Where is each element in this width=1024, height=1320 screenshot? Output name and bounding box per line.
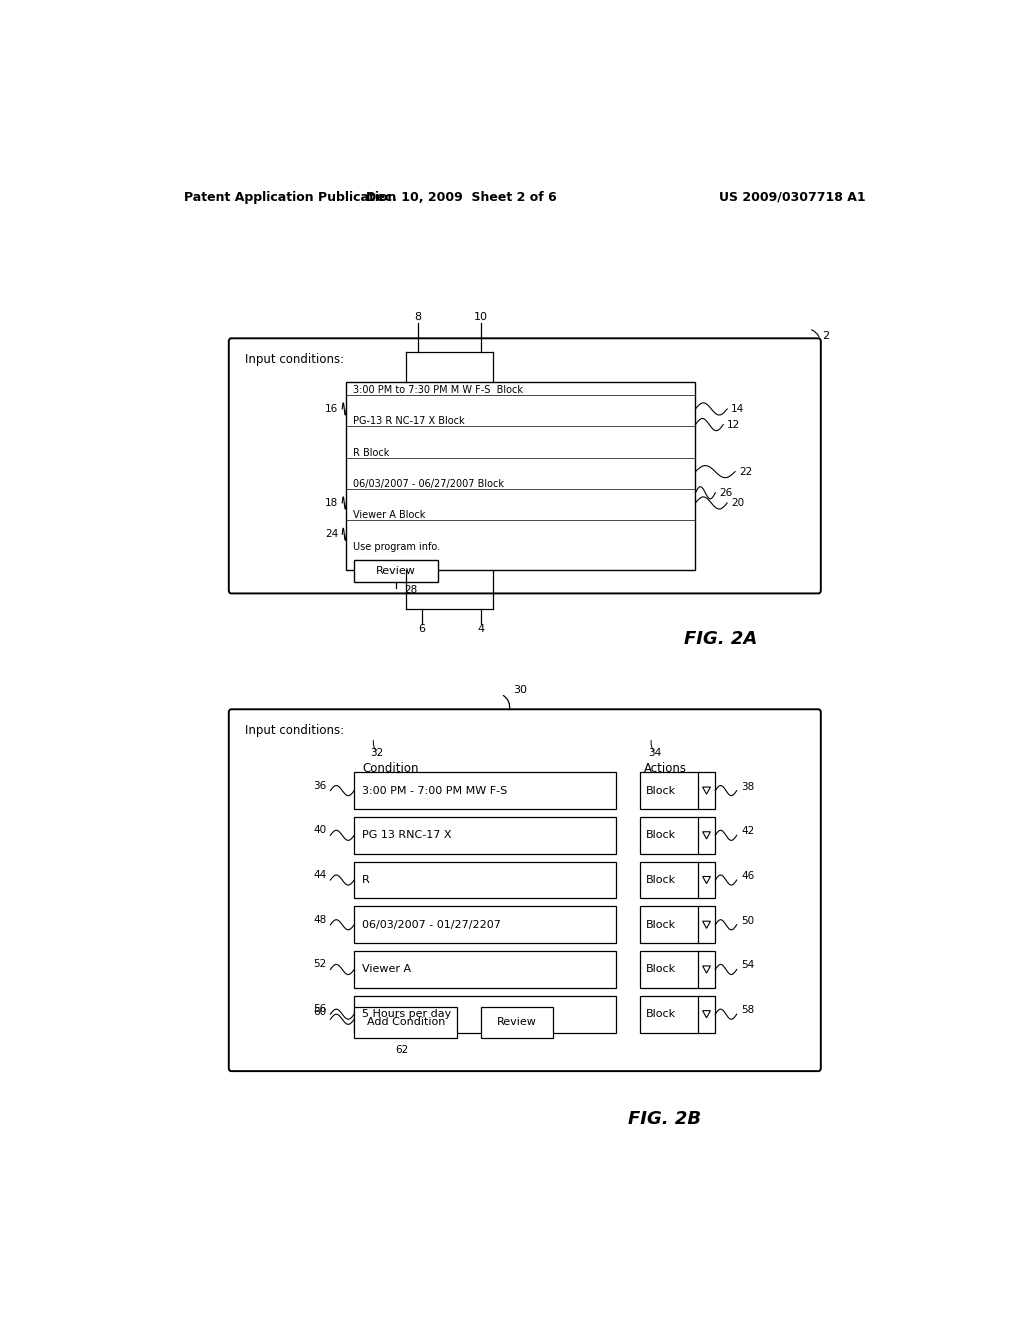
Text: 4: 4	[477, 624, 484, 634]
FancyBboxPatch shape	[228, 709, 821, 1071]
Bar	[354, 1007, 458, 1038]
Text: 10: 10	[474, 312, 488, 322]
Text: 28: 28	[403, 585, 417, 595]
Text: Block: Block	[646, 875, 676, 884]
Text: FIG. 2A: FIG. 2A	[684, 630, 757, 648]
Text: Actions: Actions	[644, 762, 687, 775]
Text: 3:00 PM to 7:30 PM M W F-S  Block: 3:00 PM to 7:30 PM M W F-S Block	[352, 385, 522, 395]
Text: 26: 26	[719, 488, 732, 498]
Text: 06/03/2007 - 06/27/2007 Block: 06/03/2007 - 06/27/2007 Block	[352, 479, 504, 490]
Bar	[640, 907, 715, 942]
Text: 48: 48	[313, 915, 327, 925]
Text: Add Condition: Add Condition	[367, 1018, 445, 1027]
Text: 14: 14	[731, 404, 744, 414]
Text: 16: 16	[325, 404, 338, 414]
Bar	[354, 817, 616, 854]
Text: 32: 32	[370, 748, 383, 758]
Text: 42: 42	[741, 826, 755, 837]
Text: Viewer A: Viewer A	[362, 965, 412, 974]
Text: FIG. 2B: FIG. 2B	[628, 1110, 701, 1127]
Text: 56: 56	[313, 1005, 327, 1014]
Text: 24: 24	[325, 529, 338, 540]
Text: 38: 38	[741, 781, 755, 792]
Text: PG 13 RNC-17 X: PG 13 RNC-17 X	[362, 830, 452, 841]
Text: 52: 52	[313, 960, 327, 969]
Text: US 2009/0307718 A1: US 2009/0307718 A1	[720, 190, 866, 203]
Bar	[354, 772, 616, 809]
Bar	[346, 381, 695, 570]
Text: 22: 22	[739, 467, 753, 477]
Text: 8: 8	[414, 312, 421, 322]
Text: Block: Block	[646, 920, 676, 929]
Text: 46: 46	[741, 871, 755, 880]
Text: R Block: R Block	[352, 447, 389, 458]
Bar	[640, 995, 715, 1032]
Text: Viewer A Block: Viewer A Block	[352, 511, 425, 520]
Text: Use program info.: Use program info.	[352, 541, 439, 552]
Bar	[481, 1007, 553, 1038]
Bar	[354, 995, 616, 1032]
Text: 2: 2	[822, 331, 829, 342]
Text: Condition: Condition	[362, 762, 419, 775]
Text: 60: 60	[313, 1007, 327, 1018]
Text: 34: 34	[648, 748, 662, 758]
Text: 20: 20	[731, 498, 744, 508]
Text: 12: 12	[727, 420, 740, 429]
Bar	[354, 907, 616, 942]
Text: 62: 62	[395, 1045, 409, 1055]
Text: R: R	[362, 875, 370, 884]
Text: Input conditions:: Input conditions:	[246, 354, 345, 366]
Text: Review: Review	[497, 1018, 537, 1027]
Text: Block: Block	[646, 1010, 676, 1019]
Text: 3:00 PM - 7:00 PM MW F-S: 3:00 PM - 7:00 PM MW F-S	[362, 785, 507, 796]
Text: 18: 18	[325, 498, 338, 508]
Bar	[640, 772, 715, 809]
Text: Dec. 10, 2009  Sheet 2 of 6: Dec. 10, 2009 Sheet 2 of 6	[366, 190, 557, 203]
Bar	[640, 952, 715, 987]
FancyBboxPatch shape	[228, 338, 821, 594]
Text: 50: 50	[741, 916, 755, 925]
Text: Review: Review	[376, 566, 416, 576]
Text: Block: Block	[646, 965, 676, 974]
Text: 36: 36	[313, 780, 327, 791]
Text: 44: 44	[313, 870, 327, 880]
Bar	[640, 817, 715, 854]
Text: Block: Block	[646, 830, 676, 841]
Text: 06/03/2007 - 01/27/2207: 06/03/2007 - 01/27/2207	[362, 920, 501, 929]
Text: PG-13 R NC-17 X Block: PG-13 R NC-17 X Block	[352, 417, 464, 426]
Text: 30: 30	[513, 685, 527, 694]
Text: 58: 58	[741, 1005, 755, 1015]
Text: 6: 6	[418, 624, 425, 634]
Bar	[354, 560, 437, 582]
Text: 54: 54	[741, 961, 755, 970]
Bar	[354, 952, 616, 987]
Bar	[640, 862, 715, 899]
Text: Block: Block	[646, 785, 676, 796]
Text: Patent Application Publication: Patent Application Publication	[183, 190, 396, 203]
Bar	[354, 862, 616, 899]
Text: 5 Hours per day: 5 Hours per day	[362, 1010, 452, 1019]
Text: Input conditions:: Input conditions:	[246, 725, 345, 737]
Text: 40: 40	[313, 825, 327, 836]
